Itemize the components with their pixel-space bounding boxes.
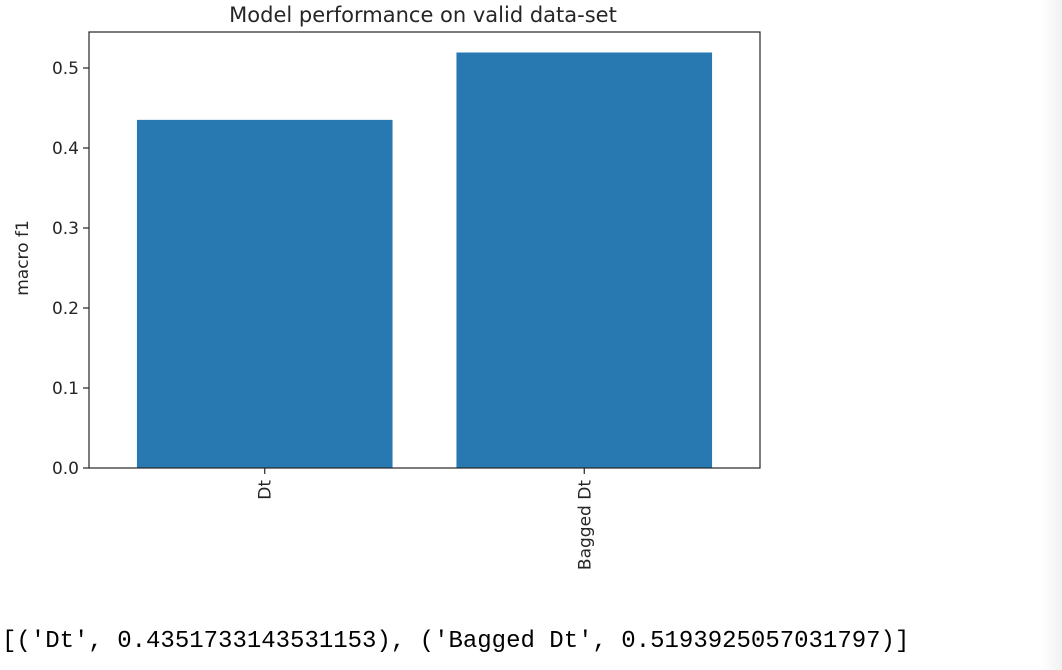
y-tick-label: 0.5 (52, 59, 79, 79)
x-tick-label: Bagged Dt (575, 480, 595, 570)
plot-area: Dt Bagged Dt 0.0 0.1 0.2 0.3 0.4 0.5 (52, 31, 761, 570)
y-tick-label: 0.4 (52, 139, 79, 159)
y-axis-label: macro f1 (13, 220, 33, 296)
y-tick-label: 0.0 (52, 459, 79, 479)
bar-bagged-dt (456, 52, 713, 469)
y-tick-label: 0.3 (52, 219, 79, 239)
bar-dt (136, 119, 393, 468)
plot-frame (88, 31, 761, 469)
y-tick-label: 0.2 (52, 299, 79, 319)
bar-chart: Dt Bagged Dt 0.0 0.1 0.2 0.3 0.4 0.5 Model perf… (13, 3, 761, 570)
x-tick-label: Dt (256, 480, 276, 500)
chart-title: Model performance on valid data-set (229, 3, 617, 27)
y-tick-label: 0.1 (52, 379, 79, 399)
scrollbar-edge (1042, 0, 1062, 670)
cell-output-text: [('Dt', 0.4351733143531153), ('Bagged Dt… (2, 628, 910, 655)
